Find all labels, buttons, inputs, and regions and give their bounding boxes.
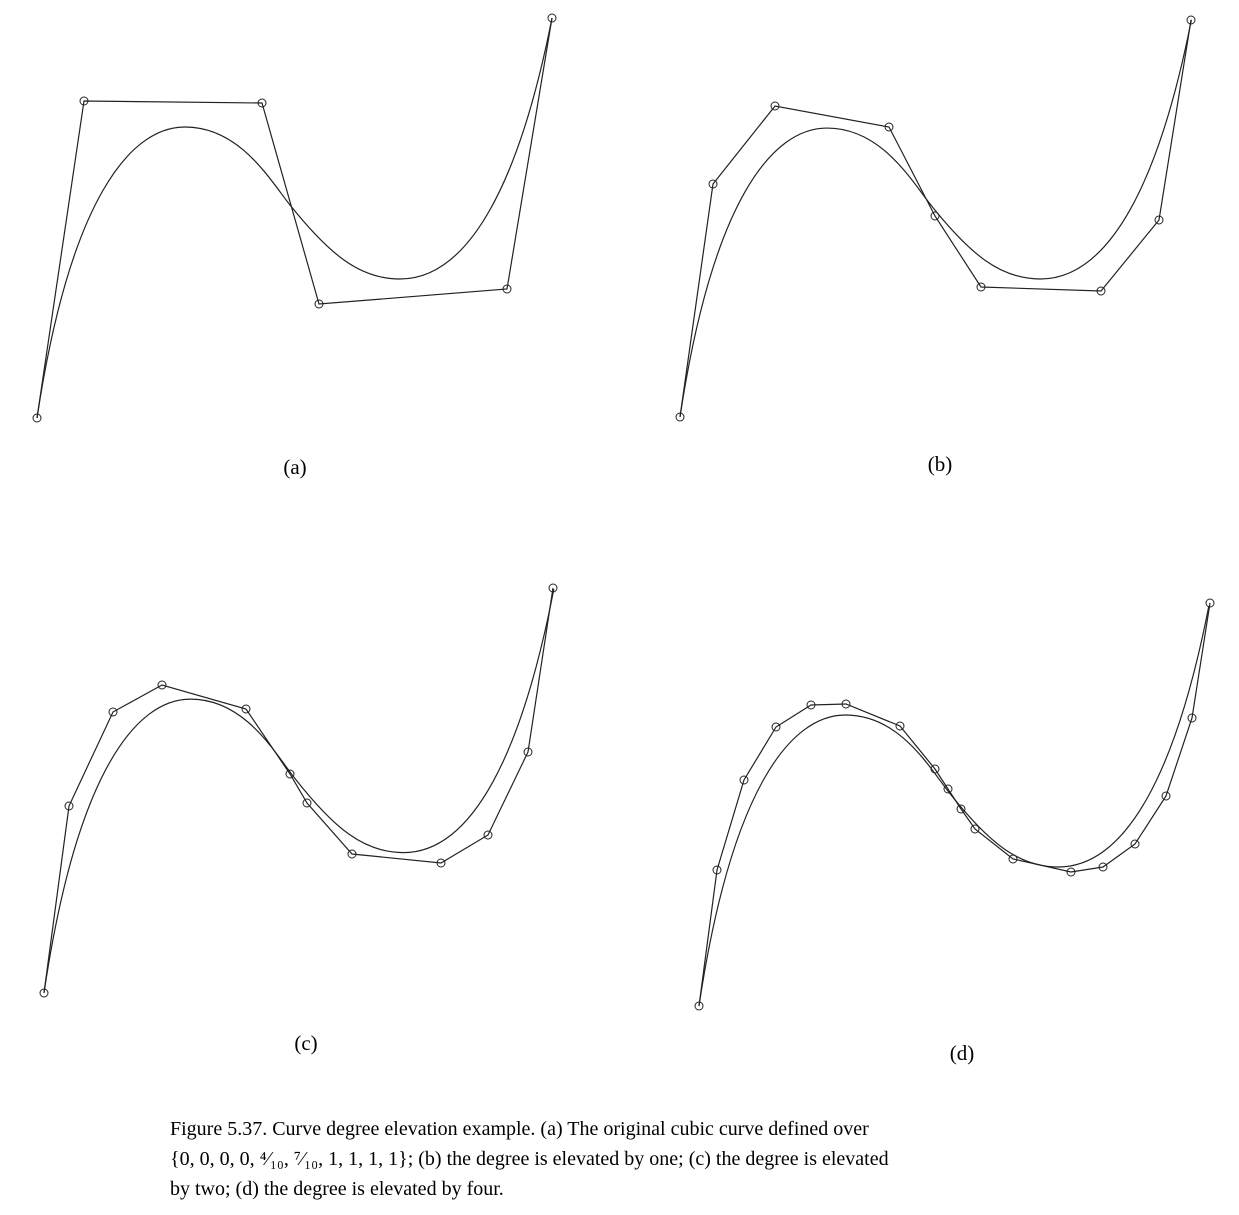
control-point (708, 179, 718, 189)
control-point (547, 13, 557, 23)
control-point (770, 101, 780, 111)
control-point (930, 764, 940, 774)
control-point (739, 775, 749, 785)
control-point (1186, 15, 1196, 25)
control-point (523, 747, 533, 757)
control-point (64, 801, 74, 811)
control-point (1098, 862, 1108, 872)
control-point (502, 284, 512, 294)
control-point (1205, 598, 1215, 608)
curve (698, 605, 1210, 1007)
panel-label: (d) (950, 1041, 975, 1065)
control-polygon (43, 587, 554, 994)
control-point (302, 798, 312, 808)
curve (679, 19, 1192, 418)
control-polygon (36, 17, 553, 419)
control-point (241, 704, 251, 714)
control-point (976, 282, 986, 292)
control-point (970, 824, 980, 834)
panel-label: (b) (928, 452, 953, 476)
control-point (285, 769, 295, 779)
control-point (108, 707, 118, 717)
control-point (39, 988, 49, 998)
control-point (895, 721, 905, 731)
control-point (1130, 839, 1140, 849)
control-point (841, 699, 851, 709)
control-point (548, 583, 558, 593)
control-polygon (698, 602, 1211, 1007)
panel-label: (a) (283, 455, 306, 479)
control-polygons (32, 13, 1215, 1011)
control-point (956, 804, 966, 814)
control-polygon (679, 19, 1192, 418)
control-point (157, 680, 167, 690)
control-point (1161, 791, 1171, 801)
control-point (314, 299, 324, 309)
control-point (930, 211, 940, 221)
control-point (675, 412, 685, 422)
control-point (943, 784, 953, 794)
control-point (806, 700, 816, 710)
control-point (1187, 713, 1197, 723)
caption-line: Figure 5.37. Curve degree elevation exam… (170, 1118, 869, 1140)
control-point (712, 865, 722, 875)
control-point (32, 413, 42, 423)
curve (43, 588, 555, 994)
control-point (436, 858, 446, 868)
control-point (79, 96, 89, 106)
control-point (1154, 215, 1164, 225)
caption-line: {0, 0, 0, 0, ⁴⁄₁₀, ⁷⁄₁₀, 1, 1, 1, 1}; (b… (170, 1148, 889, 1170)
control-point (257, 98, 267, 108)
control-point (694, 1001, 704, 1011)
control-point (1096, 286, 1106, 296)
control-point (771, 722, 781, 732)
control-point (1008, 854, 1018, 864)
caption-line: by two; (d) the degree is elevated by fo… (170, 1178, 504, 1200)
control-point (1066, 867, 1076, 877)
control-point (884, 122, 894, 132)
control-point (347, 849, 357, 859)
panel-label: (c) (294, 1031, 317, 1055)
control-point (483, 830, 493, 840)
